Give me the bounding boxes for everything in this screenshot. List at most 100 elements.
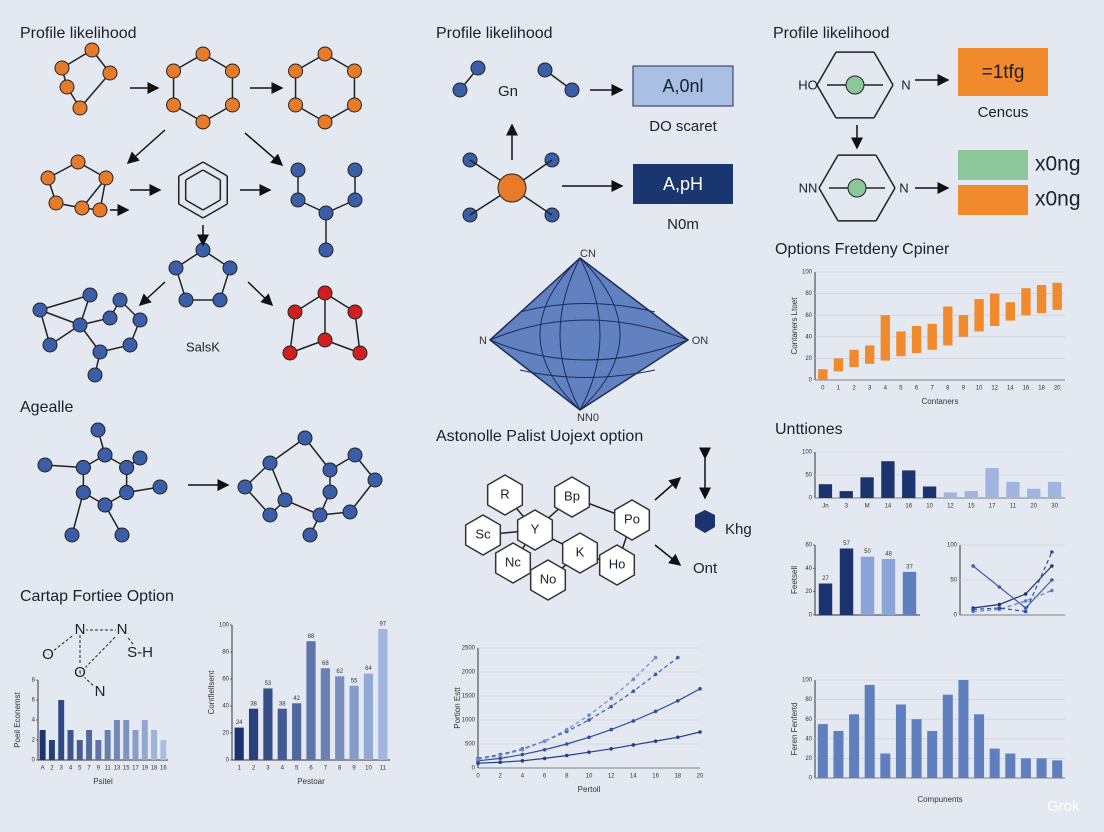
legend-swatch	[958, 150, 1028, 180]
x-tick-label: 2	[50, 766, 54, 772]
atom	[48, 195, 64, 211]
atom	[342, 504, 358, 520]
range-bar	[911, 326, 922, 353]
watermark: Grok	[1047, 798, 1080, 815]
y-tick-label: 20	[222, 731, 229, 737]
hex-label: Bp	[564, 488, 580, 503]
atom	[195, 114, 211, 130]
x-tick-label: 14	[885, 504, 892, 510]
x-tick-label: 20	[1054, 386, 1061, 392]
atom	[222, 260, 238, 276]
value-label: 55	[351, 678, 358, 684]
y-tick-label: 0	[809, 613, 813, 619]
line	[972, 565, 1053, 609]
x-tick-label: 3	[266, 766, 270, 772]
y-tick-label: 0	[226, 758, 230, 764]
atom	[224, 63, 240, 79]
bar	[67, 730, 74, 760]
bar	[818, 484, 833, 498]
x-tick-label: 3	[60, 766, 64, 772]
bond	[818, 154, 839, 189]
point	[997, 606, 1002, 610]
x-tick-label: 1	[238, 766, 242, 772]
bar	[234, 727, 244, 760]
value-label: 38	[279, 701, 286, 707]
bar	[849, 714, 860, 778]
y-tick-label: 0	[809, 776, 813, 782]
legend-swatch	[958, 185, 1028, 215]
hex-node	[561, 532, 599, 574]
value-label: 38	[250, 701, 257, 707]
x-tick-label: 13	[114, 766, 121, 772]
bar	[839, 548, 854, 615]
atom	[318, 205, 334, 221]
bond	[178, 161, 204, 177]
value-label: 88	[308, 634, 315, 640]
y-tick-label: 50	[805, 473, 812, 479]
label: Ont	[693, 560, 718, 577]
atom	[288, 97, 304, 113]
bar	[39, 730, 46, 760]
atom	[114, 527, 130, 543]
bar	[943, 492, 958, 498]
y-tick-label: 2000	[462, 670, 476, 676]
x-tick-label: 16	[652, 774, 659, 780]
x-axis-label: Psitel	[93, 777, 113, 786]
bond	[873, 84, 894, 119]
legend-box	[958, 48, 1048, 96]
range-bar	[990, 293, 1000, 326]
y-tick-label: 0	[954, 613, 958, 619]
atom	[178, 292, 194, 308]
line	[477, 657, 657, 760]
x-tick-label: 4	[521, 774, 525, 780]
bond	[873, 51, 894, 86]
y-tick-label: 100	[802, 270, 813, 276]
bar	[902, 571, 917, 615]
atom	[75, 485, 91, 500]
formula-atom: O	[42, 646, 54, 663]
x-tick-label: 11	[105, 766, 112, 772]
hex-node	[598, 544, 636, 586]
atom	[367, 472, 383, 488]
x-axis-label: Pestoar	[297, 777, 325, 786]
x-tick-label: 15	[123, 766, 130, 772]
bond	[47, 629, 81, 656]
hex-node	[529, 559, 567, 601]
x-tick-label: 6	[915, 386, 919, 392]
arrow	[654, 477, 682, 501]
y-tick-label: 6	[32, 698, 36, 704]
y-tick-label: 8	[32, 678, 36, 684]
x-tick-label: 4	[281, 766, 285, 772]
y-tick-label: 60	[805, 313, 812, 319]
value-label: 53	[265, 681, 272, 687]
ring-center	[847, 178, 867, 198]
arrow	[126, 129, 166, 164]
atom	[287, 304, 303, 320]
legend-label: x0ng	[1035, 188, 1081, 211]
bar	[1027, 488, 1041, 498]
atom	[347, 304, 363, 320]
atom	[74, 200, 90, 216]
heading: Cartap Fortiee Option	[20, 588, 174, 605]
x-tick-label: 18	[151, 766, 158, 772]
hex-node	[486, 474, 524, 516]
x-tick-label: M	[865, 504, 870, 510]
y-tick-label: 40	[805, 566, 812, 572]
bond	[79, 72, 111, 109]
bar	[349, 685, 359, 760]
atom	[317, 46, 333, 62]
hex-label: Po	[624, 511, 640, 526]
atom	[59, 79, 75, 95]
hex-node	[553, 476, 591, 518]
atom	[42, 337, 58, 353]
atom	[97, 447, 113, 463]
y-tick-label: 2	[32, 738, 36, 744]
range-bar	[1021, 288, 1031, 316]
x-tick-label: 12	[991, 386, 998, 392]
atom	[92, 202, 108, 218]
label: CN	[580, 248, 596, 260]
atom	[92, 344, 108, 360]
x-tick-label: 6	[309, 766, 313, 772]
x-tick-label: 20	[697, 774, 704, 780]
y-tick-label: 40	[805, 736, 812, 742]
